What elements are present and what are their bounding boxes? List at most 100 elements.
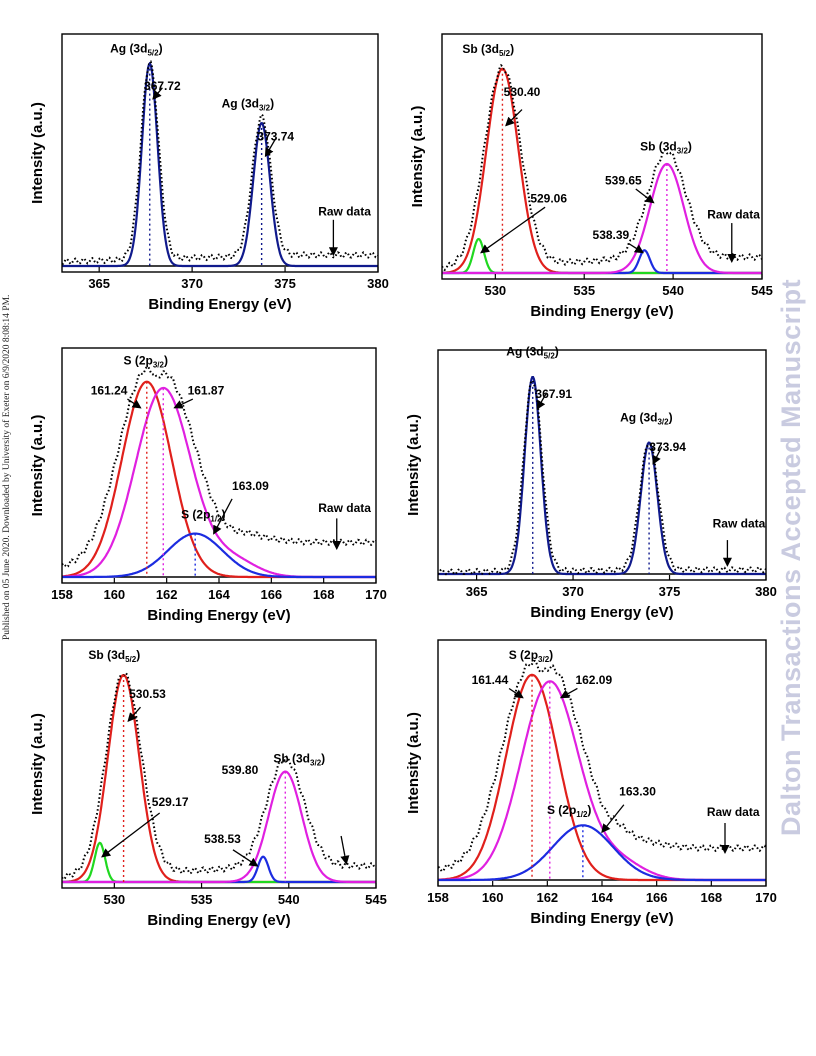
y-axis-label: Intensity (a.u.) [405,712,422,814]
x-axis-label: Binding Energy (eV) [530,910,673,927]
annotation-arrow [127,398,142,409]
x-tick-label: 545 [365,892,387,907]
series-line-blue [438,824,766,882]
x-tick-label: 162 [536,890,558,905]
plot-area [62,365,376,579]
x-tick-label: 170 [365,587,387,602]
annotation-label: 162.09 [575,673,612,687]
x-tick-label: 158 [51,587,73,602]
y-axis-label: Intensity (a.u.) [409,106,426,208]
peak-name-label: S (2p3/2) [123,353,167,369]
y-axis-label: Intensity (a.u.) [405,414,422,516]
x-tick-label: 370 [181,276,203,291]
annotation-arrow [213,498,233,535]
panel-s-a: 158 160 162 164 166 168 170 Binding Energy (eV)… [29,347,387,624]
annotation-arrow [264,138,277,158]
peak-name-label: S (2p1/2) [547,803,591,819]
x-tick-label: 370 [562,584,584,599]
x-tick-label: 535 [573,283,595,298]
x-tick-label: 375 [274,276,296,291]
series-line-blue [62,532,376,579]
plot-frame [441,33,763,280]
panel-ag-b: 365 370 375 380 Binding Energy (eV) Intensity… [405,345,777,621]
x-tick-label: 530 [484,283,506,298]
x-axis-label: Binding Energy (eV) [530,303,673,320]
annotation-arrow [173,398,194,409]
plot-area [438,376,766,576]
annotation-label: 161.44 [472,673,509,687]
plot-frame [61,33,379,273]
x-tick-label: 160 [482,890,504,905]
annotation-arrow [340,835,350,865]
watermark: Dalton Transactions Accepted Manuscript [776,279,816,876]
x-tick-label: 170 [755,890,777,905]
raw-data-line [438,379,766,576]
x-tick-label: 160 [103,587,125,602]
x-tick-label: 375 [659,584,681,599]
peak-name-label: Sb (3d5/2) [88,648,140,664]
annotation-label: 530.53 [129,687,166,701]
y-axis-label: Intensity (a.u.) [29,415,46,517]
annotation-label: Raw data [707,805,760,819]
annotation-label: 367.91 [535,387,572,401]
annotation-label: 373.94 [649,440,686,454]
publication-note-text: Published on 05 June 2020. Downloaded by… [2,294,12,640]
peak-name-label: S (2p3/2) [509,648,553,664]
annotation-arrow [508,687,524,699]
x-tick-label: 168 [313,587,335,602]
annotation-label: Raw data [707,208,760,222]
series-line-green [442,237,762,275]
annotation-label: 529.17 [152,795,189,809]
annotation-label: 373.74 [257,130,294,144]
annotation-label: 163.30 [619,785,656,799]
annotation-label: 161.87 [188,384,225,398]
annotation-arrow [635,188,655,204]
x-axis-label: Binding Energy (eV) [530,604,673,621]
x-tick-label: 164 [208,587,230,602]
annotation-label: Raw data [318,204,371,218]
annotation-label: 530.40 [504,85,541,99]
annotation-label: Raw data [318,501,371,515]
plot-area [442,63,762,275]
raw-data-line [438,659,766,873]
series-line-magenta [442,162,762,275]
y-axis-label: Intensity (a.u.) [29,713,46,815]
raw-data-line [442,63,762,272]
x-tick-label: 365 [88,276,110,291]
annotation-label: 539.65 [605,173,642,187]
x-tick-label: 380 [367,276,389,291]
x-tick-label: 166 [260,587,282,602]
peak-name-label: Ag (3d3/2) [222,97,274,113]
annotation-arrow [232,849,259,867]
series-line-navy [62,61,378,268]
annotation-label: 367.72 [144,79,181,93]
annotation-arrow [628,242,644,254]
y-axis-label: Intensity (a.u.) [29,102,46,204]
series-line-magenta [438,680,766,882]
x-tick-label: 168 [700,890,722,905]
annotation-arrow [505,109,523,127]
x-axis-label: Binding Energy (eV) [148,296,291,313]
series-line-red [442,67,762,275]
peak-name-label: Sb (3d3/2) [273,751,325,767]
x-tick-label: 540 [278,892,300,907]
annotation-label: 539.80 [222,763,259,777]
series-line-navy [438,376,766,576]
annotation-label: 538.53 [204,832,241,846]
x-axis-label: Binding Energy (eV) [147,912,290,929]
series-line-green [62,841,376,884]
annotation-arrow [127,706,141,722]
panel-s-b: 158 160 162 164 166 168 170 Binding Energy (eV)… [405,639,777,927]
peak-name-label: Ag (3d3/2) [620,410,672,426]
series-line-magenta [62,770,376,884]
annotation-label: 163.09 [232,479,269,493]
x-tick-label: 365 [466,584,488,599]
x-tick-label: 162 [156,587,178,602]
plot-area [438,659,766,882]
peak-name-label: Ag (3d5/2) [506,345,558,361]
series-line-red [438,673,766,882]
annotation-arrow [152,87,163,100]
panel-sb-b: 530 535 540 545 Binding Energy (eV) Intensity… [29,639,387,929]
x-tick-label: 380 [755,584,777,599]
